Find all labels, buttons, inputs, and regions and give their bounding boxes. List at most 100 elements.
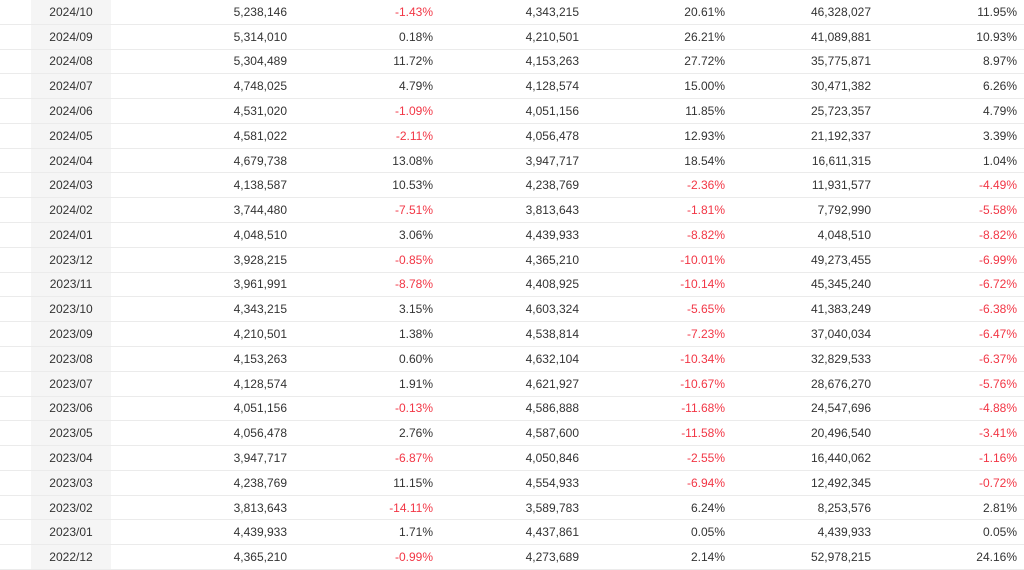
date-cell: 2023/05 — [31, 421, 111, 446]
date-column-cell: 2023/12 — [0, 247, 148, 272]
table-row: 2024/03 4,138,587 10.53% 4,238,769 -2.36… — [0, 173, 1024, 199]
mom-change-cell: 1.71% — [398, 525, 433, 540]
date-cell: 2023/06 — [31, 396, 111, 421]
date-cell: 2024/07 — [31, 74, 111, 99]
table-row: 2024/08 5,304,489 11.72% 4,153,263 27.72… — [0, 49, 1024, 75]
cumulative-yoy-change-cell: -5.58% — [978, 203, 1017, 218]
table-row: 2023/02 3,813,643 -14.11% 3,589,783 6.24… — [0, 495, 1024, 521]
cumulative-value-cell: 4,048,510 — [817, 227, 871, 242]
cumulative-yoy-change-cell: -6.72% — [978, 277, 1017, 292]
yoy-change-cell: 12.93% — [684, 128, 725, 143]
date-column-cell: 2024/06 — [0, 99, 148, 123]
cumulative-value-cell: 45,345,240 — [810, 277, 871, 292]
cumulative-value-cell: 24,547,696 — [810, 401, 871, 416]
table-row: 2023/04 3,947,717 -6.87% 4,050,846 -2.55… — [0, 446, 1024, 471]
monthly-value-cell: 5,304,489 — [233, 54, 287, 69]
yoy-change-cell: -2.36% — [686, 178, 725, 193]
prior-year-value-cell: 4,632,104 — [525, 351, 579, 366]
cumulative-value-cell: 16,440,062 — [810, 450, 871, 465]
mom-change-cell: 0.18% — [398, 29, 433, 44]
yoy-change-cell: 2.14% — [690, 550, 725, 565]
monthly-value-cell: 4,128,574 — [233, 376, 287, 391]
mom-change-cell: 13.08% — [392, 153, 433, 168]
date-column-cell: 2023/01 — [0, 520, 148, 545]
table-row: 2023/08 4,153,263 0.60% 4,632,104 -10.34… — [0, 346, 1024, 372]
cumulative-value-cell: 16,611,315 — [811, 153, 871, 168]
date-column-cell: 2023/06 — [0, 396, 148, 421]
yoy-change-cell: -11.68% — [681, 401, 725, 416]
table-row: 2024/10 5,238,146 -1.43% 4,343,215 20.61… — [0, 0, 1024, 25]
cumulative-value-cell: 37,040,034 — [810, 327, 871, 342]
date-column-cell: 2022/12 — [0, 545, 148, 569]
yoy-change-cell: -11.58% — [681, 426, 725, 441]
cumulative-value-cell: 7,792,990 — [817, 203, 871, 218]
monthly-value-cell: 4,138,587 — [233, 178, 287, 193]
monthly-value-cell: 4,679,738 — [233, 153, 287, 168]
monthly-value-cell: 4,439,933 — [233, 525, 287, 540]
cumulative-yoy-change-cell: -8.82% — [978, 227, 1017, 242]
date-column-cell: 2023/08 — [0, 346, 148, 371]
mom-change-cell: 11.72% — [393, 54, 433, 69]
monthly-value-cell: 4,343,215 — [233, 302, 287, 317]
yoy-change-cell: -10.67% — [680, 376, 725, 391]
cumulative-yoy-change-cell: -6.37% — [978, 351, 1017, 366]
yoy-change-cell: 0.05% — [690, 525, 725, 540]
prior-year-value-cell: 4,408,925 — [525, 277, 579, 292]
table-row: 2023/03 4,238,769 11.15% 4,554,933 -6.94… — [0, 470, 1024, 496]
monthly-value-cell: 4,581,022 — [233, 128, 287, 143]
cumulative-yoy-change-cell: -0.72% — [978, 475, 1017, 490]
date-cell: 2023/02 — [31, 495, 111, 520]
mom-change-cell: 4.79% — [398, 79, 433, 94]
monthly-value-cell: 4,531,020 — [233, 104, 287, 119]
date-cell: 2024/09 — [31, 24, 111, 49]
date-cell: 2023/04 — [31, 446, 111, 470]
date-cell: 2024/08 — [31, 49, 111, 74]
mom-change-cell: -1.09% — [394, 104, 433, 119]
prior-year-value-cell: 4,128,574 — [525, 79, 579, 94]
monthly-value-cell: 3,961,991 — [233, 277, 287, 292]
table-row: 2023/10 4,343,215 3.15% 4,603,324 -5.65%… — [0, 297, 1024, 323]
date-cell: 2024/05 — [31, 123, 111, 148]
date-column-cell: 2023/04 — [0, 446, 148, 470]
monthly-value-cell: 4,365,210 — [233, 550, 287, 565]
date-column-cell: 2023/07 — [0, 371, 148, 396]
table-row: 2024/07 4,748,025 4.79% 4,128,574 15.00%… — [0, 74, 1024, 100]
date-cell: 2023/10 — [31, 297, 111, 322]
table-row: 2023/01 4,439,933 1.71% 4,437,861 0.05% … — [0, 520, 1024, 546]
monthly-value-cell: 4,153,263 — [233, 351, 287, 366]
cumulative-value-cell: 8,253,576 — [817, 500, 871, 515]
yoy-change-cell: -8.82% — [686, 227, 725, 242]
date-cell: 2023/09 — [31, 322, 111, 346]
date-cell: 2023/11 — [31, 272, 111, 297]
prior-year-value-cell: 3,947,717 — [525, 153, 579, 168]
cumulative-yoy-change-cell: -6.47% — [978, 327, 1017, 342]
mom-change-cell: -0.99% — [394, 550, 433, 565]
prior-year-value-cell: 3,589,783 — [525, 500, 579, 515]
yoy-change-cell: 27.72% — [684, 54, 725, 69]
date-cell: 2024/04 — [31, 148, 111, 173]
monthly-value-cell: 5,314,010 — [233, 29, 287, 44]
prior-year-value-cell: 4,586,888 — [525, 401, 579, 416]
date-cell: 2023/08 — [31, 346, 111, 371]
prior-year-value-cell: 4,343,215 — [525, 4, 579, 19]
mom-change-cell: 0.60% — [398, 351, 433, 366]
monthly-value-cell: 4,748,025 — [233, 79, 287, 94]
monthly-value-cell: 4,056,478 — [233, 426, 287, 441]
prior-year-value-cell: 4,153,263 — [525, 54, 579, 69]
yoy-change-cell: -10.34% — [680, 351, 725, 366]
prior-year-value-cell: 4,538,814 — [525, 327, 579, 342]
yoy-change-cell: -10.14% — [680, 277, 725, 292]
prior-year-value-cell: 4,238,769 — [525, 178, 579, 193]
cumulative-value-cell: 12,492,345 — [810, 475, 871, 490]
date-column-cell: 2024/10 — [0, 0, 148, 24]
yoy-change-cell: 11.85% — [685, 104, 725, 119]
mom-change-cell: 10.53% — [392, 178, 433, 193]
table-row: 2024/01 4,048,510 3.06% 4,439,933 -8.82%… — [0, 223, 1024, 248]
prior-year-value-cell: 4,051,156 — [525, 104, 579, 119]
table-row: 2024/02 3,744,480 -7.51% 3,813,643 -1.81… — [0, 198, 1024, 224]
date-column-cell: 2024/08 — [0, 49, 148, 74]
monthly-value-cell: 3,947,717 — [233, 450, 287, 465]
cumulative-yoy-change-cell: 1.04% — [982, 153, 1017, 168]
cumulative-value-cell: 11,931,577 — [811, 178, 871, 193]
cumulative-value-cell: 32,829,533 — [810, 351, 871, 366]
